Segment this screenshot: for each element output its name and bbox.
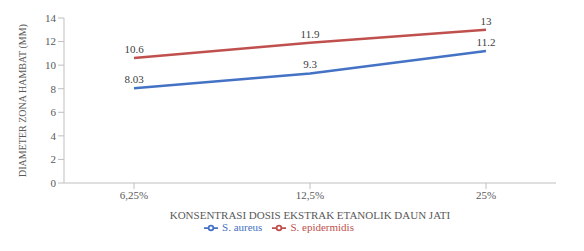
svg-text:8.03: 8.03 — [124, 73, 144, 85]
svg-text:11.2: 11.2 — [477, 36, 496, 48]
svg-text:KONSENTRASI DOSIS EKSTRAK ETAN: KONSENTRASI DOSIS EKSTRAK ETANOLIK DAUN … — [170, 209, 451, 221]
svg-text:25%: 25% — [476, 189, 496, 201]
svg-text:DIAMETER ZONA HAMBAT (MM): DIAMETER ZONA HAMBAT (MM) — [17, 24, 29, 177]
html-text:S. aureus: S. aureus — [222, 221, 263, 233]
html-text:S. epidermidis: S. epidermidis — [290, 221, 354, 233]
svg-text:10: 10 — [45, 59, 57, 71]
svg-text:4: 4 — [51, 130, 57, 142]
svg-text:9.3: 9.3 — [303, 58, 317, 70]
svg-text:11.9: 11.9 — [301, 28, 320, 40]
svg-text:12: 12 — [45, 35, 56, 47]
svg-text:6,25%: 6,25% — [120, 189, 148, 201]
svg-text:6: 6 — [51, 106, 57, 118]
svg-text:13: 13 — [481, 15, 493, 27]
svg-text:12,5%: 12,5% — [296, 189, 324, 201]
svg-text:2: 2 — [51, 153, 57, 165]
svg-text:0: 0 — [51, 177, 57, 189]
svg-text:8: 8 — [51, 83, 57, 95]
svg-text:14: 14 — [45, 12, 57, 24]
svg-text:10.6: 10.6 — [124, 43, 144, 55]
